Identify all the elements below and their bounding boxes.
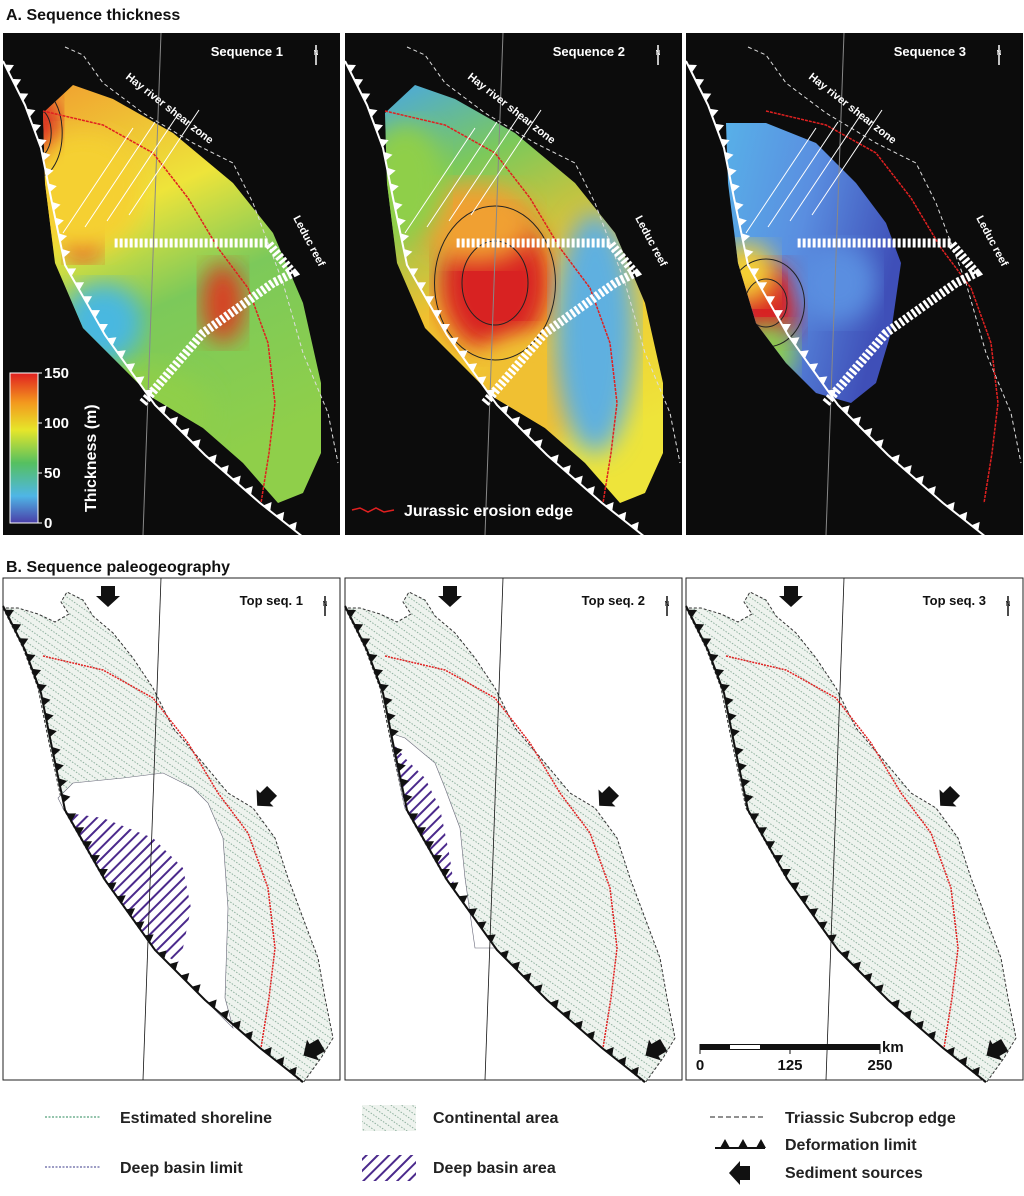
legend-source-arrow [729, 1161, 750, 1185]
legend-label: Sediment sources [785, 1165, 923, 1182]
north-label: N [322, 601, 327, 608]
north-label: N [996, 50, 1001, 57]
legend-deformation-tooth [756, 1139, 766, 1148]
legend-label: Deep basin area [433, 1160, 556, 1177]
colorbar-tick-label: 0 [44, 515, 52, 532]
colorbar-tick-label: 150 [44, 365, 69, 382]
legend-label: Triassic Subcrop edge [785, 1110, 956, 1127]
north-label: N [664, 601, 669, 608]
legend-label: Deep basin limit [120, 1160, 243, 1177]
legend-label: Estimated shoreline [120, 1110, 272, 1127]
colorbar-title: Thickness (m) [83, 404, 100, 512]
figure: A. Sequence thickness B. Sequence paleog… [0, 0, 1024, 1191]
thickness-map: Sequence 1NHay river shear zoneLeduc ree… [3, 33, 340, 537]
north-label: N [1005, 601, 1010, 608]
legend-continental-sample [362, 1105, 416, 1131]
page: {"panel_a": {"title": "A. Sequence thick… [0, 0, 1024, 1196]
map-label: Top seq. 1 [240, 593, 303, 608]
thickness-map: Sequence 3NHay river shear zoneLeduc ree… [686, 33, 1023, 537]
scale-tick-label: 0 [696, 1057, 704, 1074]
map-label: Sequence 3 [894, 44, 966, 59]
scale-tick-label: 250 [867, 1057, 892, 1074]
legend-deep-sample [362, 1155, 416, 1181]
paleogeography-map: Top seq. 3 N [686, 578, 1023, 1083]
map-label: Sequence 1 [211, 44, 283, 59]
legend-label: Continental area [433, 1110, 558, 1127]
panel-b-title: B. Sequence paleogeography [6, 559, 230, 576]
paleogeography-map: Top seq. 2 N [345, 578, 682, 1083]
thickness-map: Sequence 2NHay river shear zoneLeduc ree… [345, 33, 682, 537]
map-label: Top seq. 2 [582, 593, 645, 608]
map-label: Top seq. 3 [923, 593, 986, 608]
legend-deformation-tooth [738, 1139, 748, 1148]
scale-tick-label: 125 [777, 1057, 802, 1074]
colorbar-tick-label: 50 [44, 465, 61, 482]
north-label: N [313, 50, 318, 57]
colorbar [10, 373, 38, 523]
legend-deformation-tooth [720, 1139, 730, 1148]
colorbar-tick-label: 100 [44, 415, 69, 432]
panel-a-title: A. Sequence thickness [6, 7, 180, 24]
north-label: N [655, 50, 660, 57]
paleogeography-map: Top seq. 1 N [3, 578, 340, 1083]
map-label: Sequence 2 [553, 44, 625, 59]
erosion-legend-label: Jurassic erosion edge [404, 503, 573, 520]
scale-bar-segment [730, 1045, 760, 1049]
scale-unit: km [882, 1039, 904, 1056]
legend-label: Deformation limit [785, 1137, 917, 1154]
